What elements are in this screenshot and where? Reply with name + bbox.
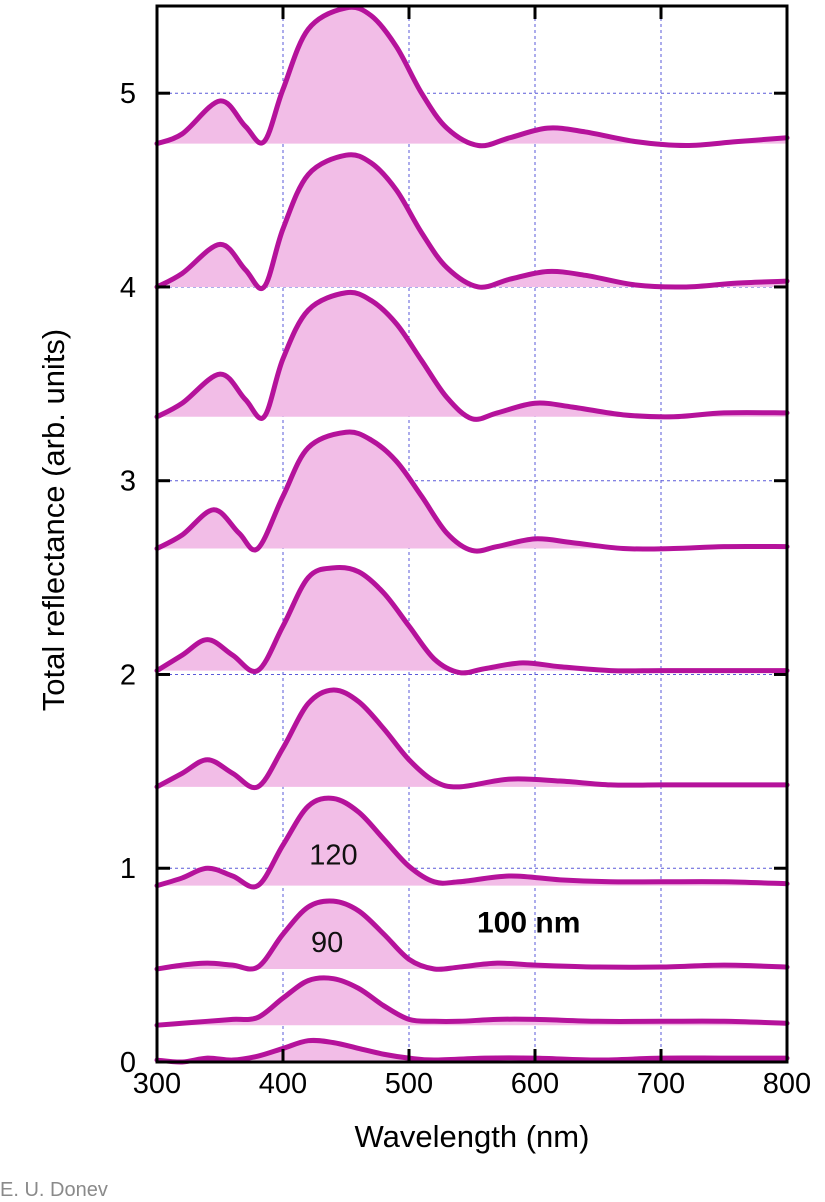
series-line-0 bbox=[154, 1037, 790, 1065]
series-fill-9 bbox=[157, 7, 787, 146]
series-fill-3 bbox=[157, 798, 787, 887]
y-tick-label: 0 bbox=[120, 1047, 136, 1079]
annotation-1: 90 bbox=[311, 927, 343, 959]
series-line-2 bbox=[154, 898, 790, 972]
series-line-7 bbox=[154, 289, 790, 422]
series-line-4 bbox=[154, 687, 790, 791]
series-fill-8 bbox=[157, 154, 787, 289]
series-line-6 bbox=[154, 429, 790, 554]
y-tick-label: 4 bbox=[120, 272, 136, 304]
annotation-0: 120 bbox=[309, 840, 357, 872]
series-line-5 bbox=[154, 565, 790, 676]
series-fill-5 bbox=[157, 567, 787, 673]
y-tick-label: 3 bbox=[120, 466, 136, 498]
x-tick-label: 500 bbox=[385, 1068, 433, 1100]
plot-frame bbox=[155, 4, 789, 1064]
series-fill-0 bbox=[157, 1040, 787, 1063]
y-tick-label: 1 bbox=[120, 853, 136, 885]
x-axis-title: Wavelength (nm) bbox=[355, 1119, 590, 1154]
series-fill-4 bbox=[157, 689, 787, 788]
series-fill-2 bbox=[157, 901, 787, 970]
grid-lines bbox=[157, 6, 787, 1062]
series-fill-7 bbox=[157, 292, 787, 420]
x-tick-label: 800 bbox=[763, 1068, 811, 1100]
x-tick-label: 300 bbox=[133, 1068, 181, 1100]
x-tick-label: 700 bbox=[637, 1068, 685, 1100]
axis-ticks: 300 400 500 600 700 800 0 1 2 3 4 5 bbox=[120, 6, 811, 1100]
series-line-1 bbox=[154, 975, 790, 1028]
series-line-9 bbox=[154, 4, 790, 149]
x-tick-label: 600 bbox=[511, 1068, 559, 1100]
series-line-8 bbox=[154, 152, 790, 291]
y-tick-label: 2 bbox=[120, 659, 136, 691]
y-tick-label: 5 bbox=[120, 78, 136, 110]
annotations: 120 90 100 nm bbox=[309, 840, 580, 959]
y-axis-title: Total reflectance (arb. units) bbox=[36, 329, 71, 712]
series-line-3 bbox=[154, 795, 790, 890]
series-fill-6 bbox=[157, 432, 787, 552]
spectra-series bbox=[154, 4, 790, 1065]
series-fill-1 bbox=[157, 977, 787, 1026]
x-tick-label: 400 bbox=[259, 1068, 307, 1100]
author-credit: E. U. Donev bbox=[0, 1179, 108, 1201]
annotation-2: 100 nm bbox=[477, 906, 580, 939]
